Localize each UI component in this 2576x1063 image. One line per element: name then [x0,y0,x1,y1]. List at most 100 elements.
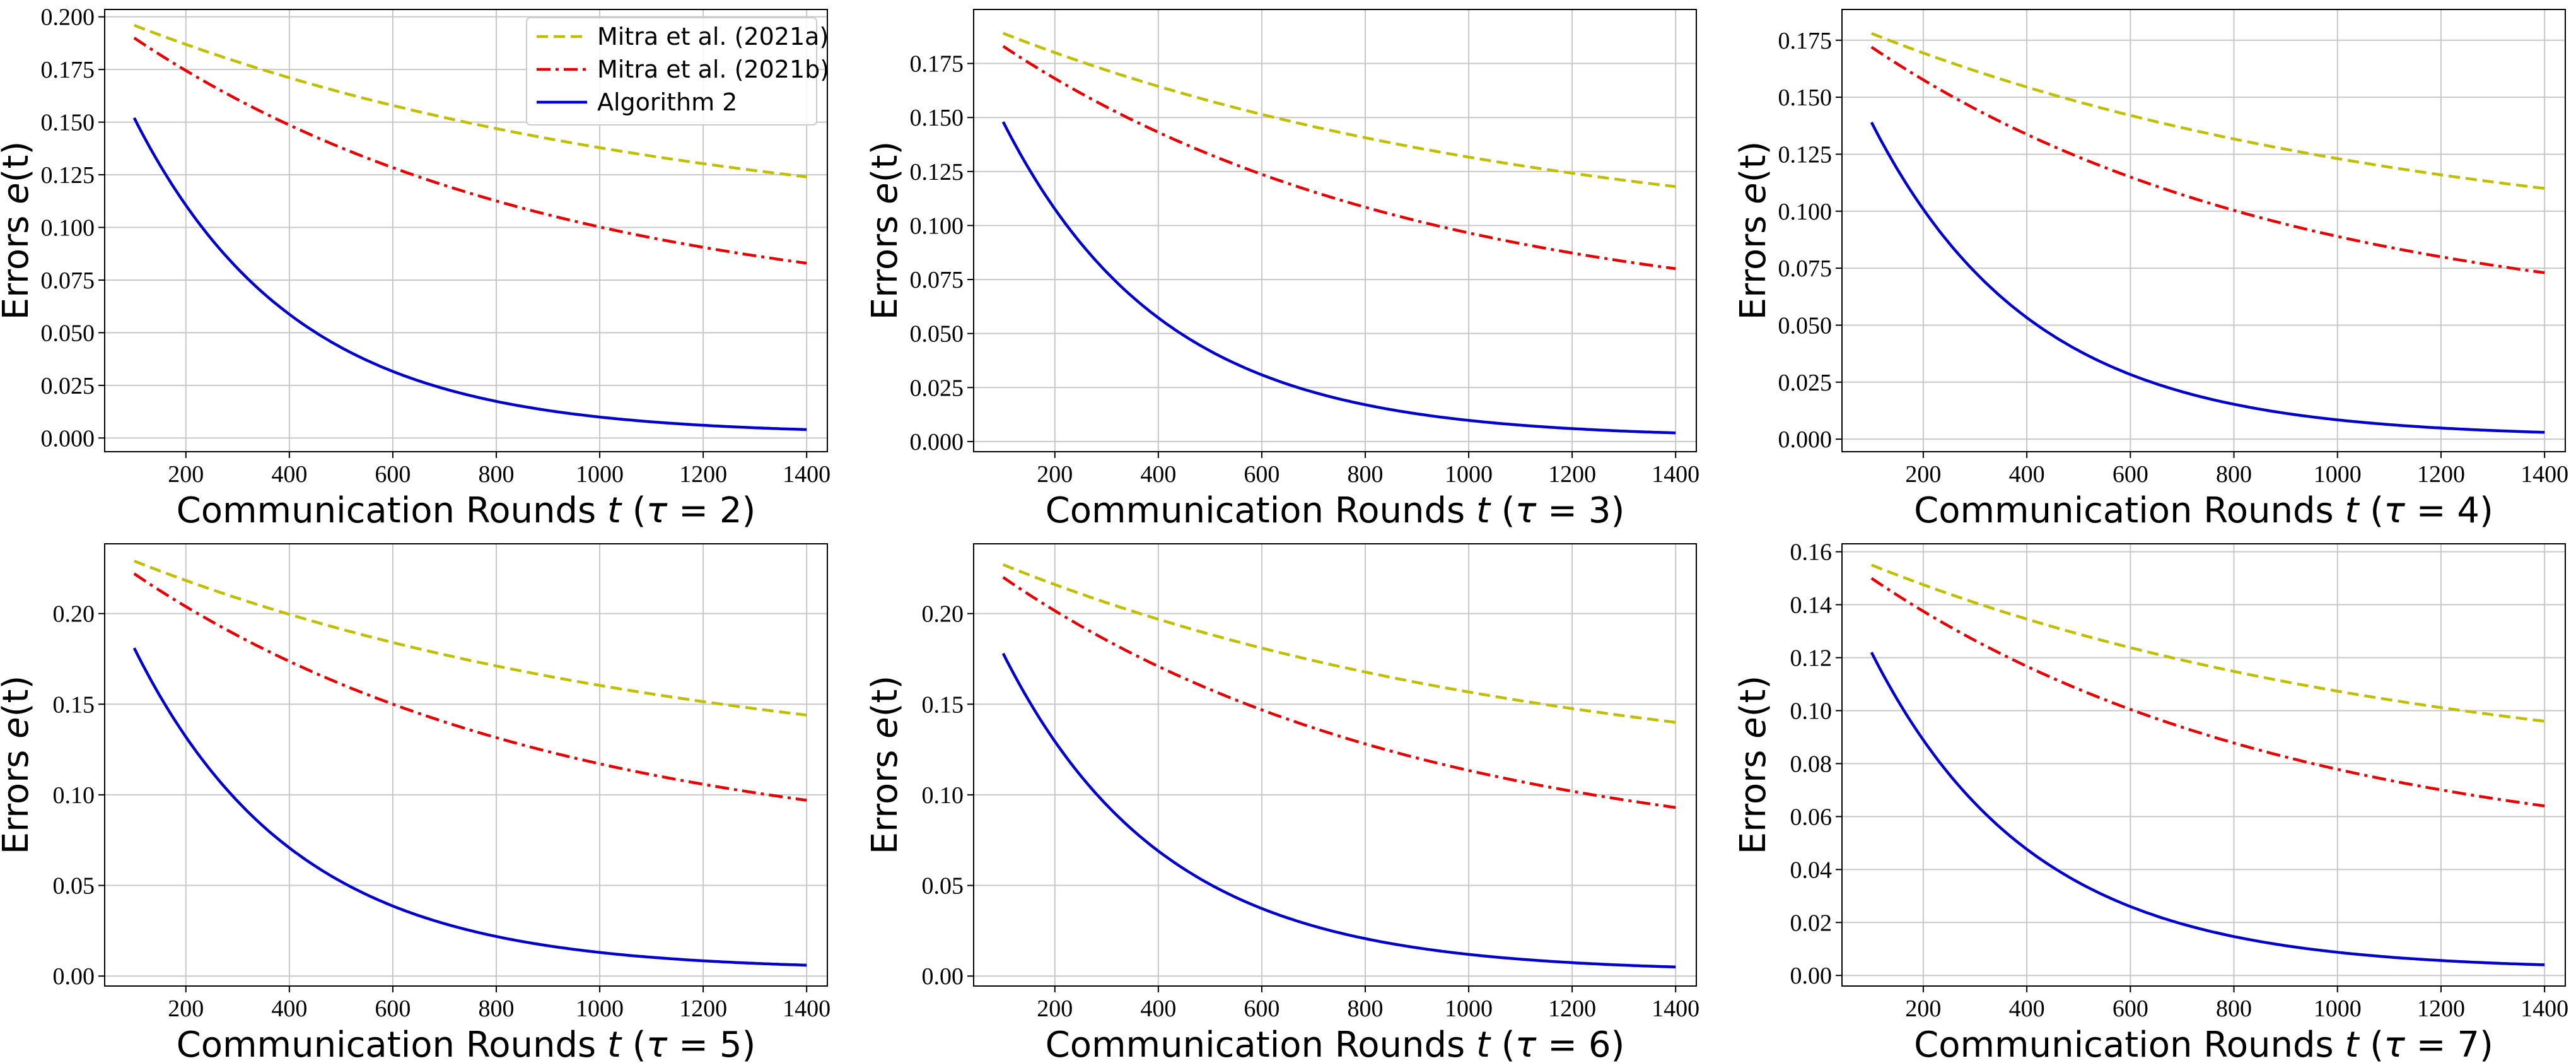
x-tick-label: 200 [1905,461,1941,488]
y-tick-label: 0.100 [1778,199,1833,225]
y-label-var: e [1733,182,1774,204]
y-label-arg: (t) [0,676,37,717]
x-label-eq: = [2405,1025,2457,1063]
mitra-2021b-line [1870,45,2545,274]
y-label-var: e [0,717,37,738]
x-tick-label: 200 [1037,461,1073,488]
y-axis-label: Errors e(t) [0,141,37,320]
x-label-paren: ) [2480,1025,2493,1063]
axes-frame [104,543,828,987]
x-label-eq: = [2405,490,2457,531]
x-tick-label: 600 [375,995,411,1022]
x-tick-label: 400 [2009,995,2045,1022]
x-tick-label: 800 [2216,995,2252,1022]
y-tick-label: 0.075 [910,267,964,293]
x-label-var: t [607,490,622,531]
axes-frame [1841,9,2566,452]
x-label-var: t [2345,1025,2360,1063]
y-tick-label: 0.10 [1790,698,1833,724]
y-tick-label: 0.14 [1790,592,1833,619]
x-label-value: 7 [2457,1025,2480,1063]
x-label-paren: ) [2480,490,2493,531]
y-tick-label: 0.12 [1790,645,1833,671]
y-tick-label: 0.20 [53,601,95,628]
x-tick-label: 200 [1037,995,1073,1022]
x-label-paren: ) [1611,1025,1625,1063]
x-tick-label: 1400 [783,995,830,1022]
x-axis-label: Communication Rounds t (τ = 2) [177,490,756,531]
legend-label: Algorithm 2 [597,88,737,116]
y-label-text: Errors [0,739,37,854]
y-tick-label: 0.025 [910,375,964,401]
y-label-var: e [865,182,906,204]
algorithm-2-line [132,117,807,432]
x-tick-label: 800 [1347,995,1383,1022]
y-tick-label: 0.04 [1790,857,1833,883]
chart-panel-tau-4: 200 400 600 800 1000 1200 1400 0.000 0.025 0.050 0… [1733,9,2568,531]
x-tick-label: 1000 [2314,995,2362,1022]
y-tick-label: 0.000 [910,429,964,455]
x-label-var: t [1476,490,1491,531]
mitra-2021b-line [1870,577,2545,808]
x-label-text: Communication Rounds [1914,490,2345,531]
x-label-text: Communication Rounds [1914,1025,2345,1063]
y-tick-label: 0.200 [41,4,95,31]
x-label-tau: τ [646,490,668,531]
x-label-text: Communication Rounds [177,1025,607,1063]
y-label-text: Errors [865,204,906,320]
x-tick-label: 600 [2113,461,2148,488]
y-tick-label: 0.025 [41,373,95,399]
x-label-tau: τ [2384,490,2405,531]
y-tick-label: 0.15 [53,691,95,718]
y-tick-label: 0.10 [53,782,95,809]
x-tick-label: 1200 [2417,461,2465,488]
x-label-value: 2 [720,490,742,531]
x-tick-label: 1200 [1548,995,1596,1022]
y-tick-label: 0.00 [53,963,95,990]
y-tick-label: 0.050 [41,320,95,346]
x-label-paren: ) [1611,490,1625,531]
x-label-paren: ( [621,490,646,531]
chart-panel-tau-3: 200 400 600 800 1000 1200 1400 0.000 0.025 0.050 0… [865,9,1699,531]
y-label-arg: (t) [0,141,37,183]
y-axis-label: Errors e(t) [865,141,906,320]
y-tick-label: 0.15 [922,691,964,718]
algorithm-2-line [132,647,807,967]
mitra-2021b-line [133,37,807,265]
x-tick-label: 600 [1244,995,1279,1022]
x-tick-label: 1400 [2521,461,2568,488]
x-label-tau: τ [2384,1025,2405,1063]
x-tick-label: 1000 [1445,995,1493,1022]
y-tick-label: 0.175 [910,51,964,78]
y-tick-label: 0.075 [41,267,95,294]
chart-panel-tau-2: 200 400 600 800 1000 1200 1400 0.000 0.025 0.050 0… [0,4,830,531]
mitra-2021a-line [133,23,807,179]
x-tick-label: 1400 [783,461,830,488]
y-tick-label: 0.175 [1778,28,1833,54]
x-tick-label: 400 [271,461,307,488]
x-label-value: 4 [2457,490,2480,531]
legend-label: Mitra et al. (2021a) [597,23,829,50]
x-label-var: t [607,1025,622,1063]
x-label-eq: = [1536,490,1588,531]
x-label-var: t [1476,1025,1491,1063]
x-tick-label: 800 [478,461,514,488]
x-label-paren: ( [2358,1025,2384,1063]
legend-box [526,17,817,126]
axes-frame [1841,543,2566,987]
y-tick-label: 0.100 [41,214,95,241]
mitra-2021b-line [1002,45,1676,271]
x-axis-label: Communication Rounds t (τ = 5) [177,1025,756,1063]
algorithm-2-line [1001,652,1676,969]
x-label-eq: = [667,1025,720,1063]
axes-frame [973,9,1697,452]
x-tick-label: 1200 [679,461,727,488]
x-axis-label: Communication Rounds t (τ = 3) [1046,490,1625,531]
x-label-eq: = [667,490,720,531]
y-label-arg: (t) [865,141,906,183]
y-tick-label: 0.150 [910,105,964,131]
y-label-text: Errors [1733,204,1774,320]
y-tick-label: 0.075 [1778,255,1833,282]
x-label-paren: ( [1490,490,1515,531]
x-tick-label: 200 [168,995,204,1022]
